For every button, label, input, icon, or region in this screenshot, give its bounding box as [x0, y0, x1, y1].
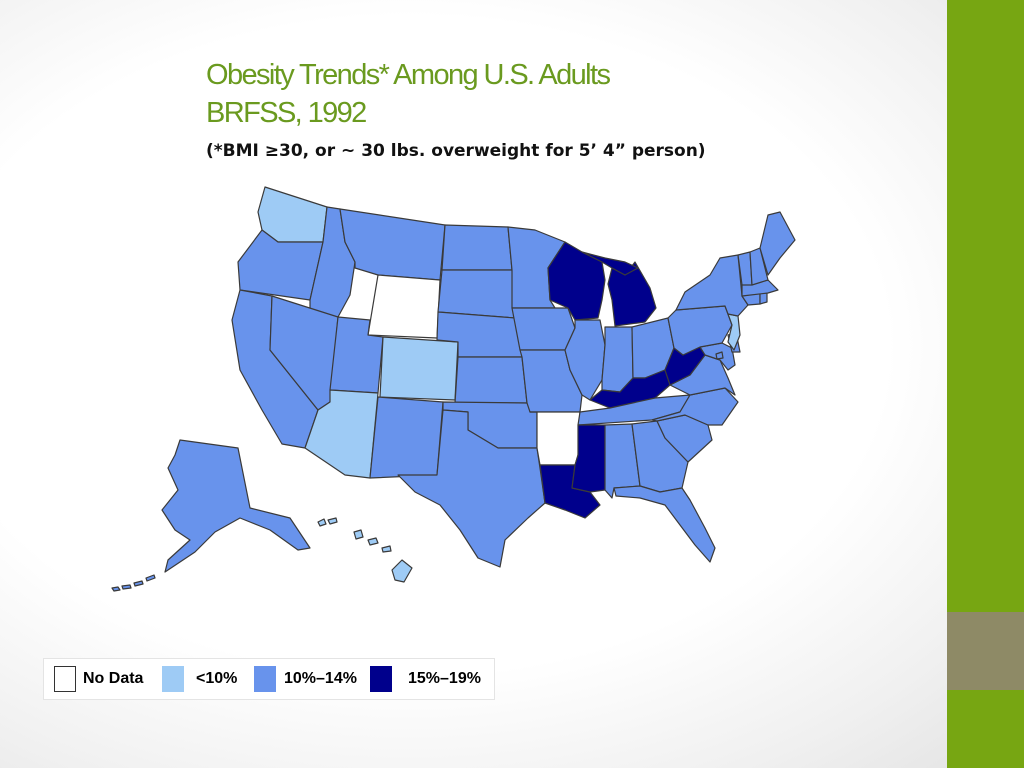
state-nm — [369, 396, 444, 479]
legend-label-no-data: No Data — [83, 670, 144, 687]
state-hi-islands — [317, 517, 392, 553]
legend-label-lt10: <10% — [196, 670, 238, 687]
side-bar-green-top — [947, 0, 1024, 612]
legend-label-10-14: 10%–14% — [284, 670, 357, 687]
title-line-1: Obesity Trends* Among U.S. Adults — [206, 59, 611, 91]
state-tx — [397, 409, 546, 568]
state-co — [379, 336, 459, 401]
state-mt — [339, 208, 446, 281]
state-ny — [675, 254, 749, 317]
legend-swatch-15-19 — [370, 666, 392, 692]
state-ak — [161, 439, 311, 573]
state-ri — [759, 292, 768, 305]
state-mi-upper-peninsula — [581, 251, 639, 276]
state-hi — [391, 559, 413, 583]
state-wy — [367, 274, 441, 339]
side-bar-green-bottom — [947, 690, 1024, 768]
state-nh — [749, 247, 769, 286]
legend-swatch-10-14 — [254, 666, 276, 692]
state-nd — [441, 224, 513, 271]
state-il — [564, 319, 606, 401]
slide-title: Obesity Trends* Among U.S. Adults BRFSS,… — [206, 56, 611, 132]
state-dc — [715, 351, 724, 360]
state-ks — [454, 356, 528, 404]
legend-swatch-no-data — [54, 666, 76, 692]
decorative-side-bar — [947, 0, 1024, 768]
side-bar-gray-block — [947, 612, 1024, 690]
bmi-footnote: (*BMI ≥30, or ~ 30 lbs. overweight for 5… — [206, 141, 706, 161]
state-ak-aleutians — [111, 574, 156, 592]
state-nc — [651, 387, 739, 426]
title-line-2: BRFSS, 1992 — [206, 97, 367, 129]
state-sd — [437, 269, 516, 319]
legend-swatch-lt10 — [162, 666, 184, 692]
legend-label-15-19: 15%–19% — [408, 670, 481, 687]
state-wa — [257, 186, 328, 243]
state-fl — [613, 485, 716, 563]
state-me — [759, 211, 796, 276]
map-legend: No Data <10% 10%–14% 15%–19% — [43, 658, 495, 700]
state-ia — [511, 307, 576, 351]
